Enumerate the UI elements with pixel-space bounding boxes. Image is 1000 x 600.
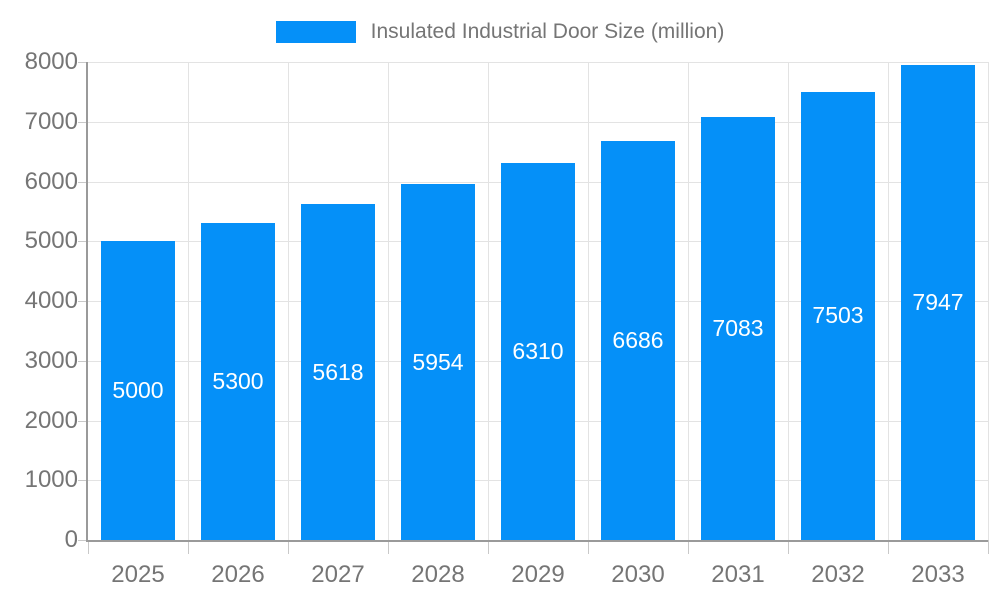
gridline-v [988, 62, 989, 540]
bar-2025[interactable]: 5000 [101, 241, 175, 540]
gridline-v [388, 62, 389, 540]
y-tick-mark [78, 121, 88, 123]
bar-2025-text: 5000 [112, 377, 164, 404]
x-tick-label: 2029 [511, 561, 565, 588]
gridline-v [688, 62, 689, 540]
y-tick-mark [78, 360, 88, 362]
y-tick-label: 3000 [24, 346, 78, 374]
x-axis-line [86, 540, 988, 542]
bar-2030-text: 6686 [612, 326, 664, 353]
bar-2027[interactable]: 5618 [301, 204, 375, 540]
y-tick-mark [78, 181, 88, 183]
gridline-v [188, 62, 189, 540]
y-axis-line [86, 62, 88, 542]
gridline-v [888, 62, 889, 540]
x-tick-mark [588, 540, 589, 554]
y-tick-label: 7000 [24, 107, 78, 135]
y-tick-label: 6000 [24, 167, 78, 195]
y-tick-label: 2000 [24, 406, 78, 434]
gridline-v [588, 62, 589, 540]
bar-2032[interactable]: 7503 [801, 91, 875, 540]
x-tick-mark [888, 540, 889, 554]
x-tick-label: 2025 [111, 561, 165, 588]
x-tick-mark [388, 540, 389, 554]
y-tick-mark [78, 420, 88, 422]
bar-2028-text: 5954 [412, 348, 464, 375]
y-tick-mark [78, 241, 88, 243]
bar-2031[interactable]: 7083 [701, 116, 775, 540]
bar-2028[interactable]: 5954 [401, 184, 475, 540]
gridline-v [788, 62, 789, 540]
bar-2029[interactable]: 6310 [501, 162, 575, 540]
bar-2026[interactable]: 5300 [201, 223, 275, 540]
bar-2026-text: 5300 [212, 368, 264, 395]
x-tick-label: 2026 [211, 561, 265, 588]
legend-label: Insulated Industrial Door Size (million) [370, 20, 725, 43]
y-tick-mark [78, 540, 88, 541]
y-tick-mark [78, 480, 88, 482]
x-tick-label: 2027 [311, 561, 365, 588]
bar-2033-text: 7947 [912, 289, 964, 316]
y-tick-label: 0 [64, 526, 78, 553]
y-tick-label: 1000 [24, 466, 78, 494]
x-tick-mark [88, 540, 89, 554]
bar-2032-text: 7503 [812, 302, 864, 329]
x-tick-mark [988, 540, 989, 554]
bar-2027-text: 5618 [312, 358, 364, 385]
gridline-h [88, 121, 988, 123]
y-tick-mark [78, 62, 88, 63]
legend-swatch [275, 21, 356, 43]
y-tick-label: 8000 [24, 48, 78, 75]
x-tick-mark [288, 540, 289, 554]
bar-2031-text: 7083 [712, 314, 764, 341]
gridline-h [88, 62, 988, 63]
x-tick-mark [488, 540, 489, 554]
x-tick-mark [788, 540, 789, 554]
gridline-v [288, 62, 289, 540]
x-tick-label: 2033 [911, 561, 965, 588]
x-tick-mark [688, 540, 689, 554]
x-tick-label: 2032 [811, 561, 865, 588]
x-tick-label: 2028 [411, 561, 465, 588]
y-tick-label: 4000 [24, 287, 78, 314]
bar-2033[interactable]: 7947 [901, 65, 975, 540]
y-tick-label: 5000 [24, 227, 78, 255]
x-tick-label: 2031 [711, 561, 765, 588]
legend[interactable]: Insulated Industrial Door Size (million) [0, 18, 1000, 46]
x-tick-mark [188, 540, 189, 554]
bar-2029-text: 6310 [512, 337, 564, 364]
x-tick-label: 2030 [611, 561, 665, 588]
bar-2030[interactable]: 6686 [601, 140, 675, 540]
gridline-v [488, 62, 489, 540]
y-tick-mark [78, 301, 88, 302]
